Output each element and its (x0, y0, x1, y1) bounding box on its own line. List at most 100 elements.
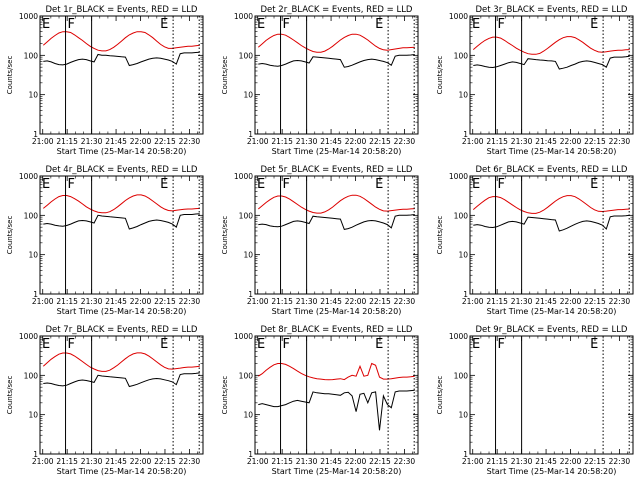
x-axis-label: Start Time (25-Mar-14 20:58:20) (487, 147, 617, 156)
panel-title: Det 9r_BLACK = Events, RED = LLD (476, 325, 628, 335)
detector-panel-5: Det 5r_BLACK = Events, RED = LLD Counts/s… (221, 165, 419, 316)
x-axis-label: Start Time (25-Mar-14 20:58:20) (487, 307, 617, 316)
x-tick-label: 21:15 (486, 137, 508, 146)
y-tick-label: 100 (24, 211, 39, 220)
x-axis-label: Start Time (25-Mar-14 20:58:20) (57, 467, 187, 476)
y-tick-label: 10 (28, 251, 38, 260)
y-tick-label: 1000 (449, 332, 468, 341)
x-tick-label: 22:30 (609, 457, 631, 466)
y-axis-label: Counts/sec (221, 216, 229, 255)
x-tick-label: 21:45 (320, 297, 342, 306)
series-line-lld (258, 362, 415, 381)
detector-panel-2: Det 2r_BLACK = Events, RED = LLD Counts/s… (221, 5, 419, 156)
x-tick-label: 22:15 (584, 137, 606, 146)
y-tick-label: 100 (24, 371, 39, 380)
x-axis-label: Start Time (25-Mar-14 20:58:20) (272, 467, 402, 476)
y-tick-label: 10 (28, 91, 38, 100)
y-tick-label: 1 (248, 130, 253, 139)
y-tick-label: 10 (28, 411, 38, 420)
marker-label: E (42, 17, 50, 32)
y-tick-label: 1 (463, 450, 468, 459)
series-line-events (473, 214, 630, 232)
y-tick-label: 100 (239, 51, 254, 60)
x-tick-label: 21:15 (56, 137, 78, 146)
x-tick-label: 21:15 (486, 297, 508, 306)
marker-label: F (67, 17, 74, 32)
panel-title: Det 3r_BLACK = Events, RED = LLD (476, 5, 628, 15)
y-tick-label: 100 (239, 211, 254, 220)
marker-label: E (160, 177, 168, 192)
x-tick-label: 21:30 (511, 457, 533, 466)
x-tick-label: 22:15 (154, 457, 176, 466)
marker-label: E (375, 17, 383, 32)
y-tick-label: 10 (458, 411, 468, 420)
y-tick-label: 1000 (234, 172, 253, 181)
x-axis-label: Start Time (25-Mar-14 20:58:20) (272, 307, 402, 316)
marker-label: F (497, 17, 504, 32)
y-tick-label: 10 (243, 251, 253, 260)
y-axis-label: Counts/sec (436, 216, 444, 255)
y-tick-label: 1 (248, 450, 253, 459)
plot-frame (39, 175, 204, 295)
x-tick-label: 21:00 (462, 137, 484, 146)
series-line-lld (257, 194, 415, 214)
marker-label: F (282, 17, 289, 32)
x-tick-label: 21:45 (105, 137, 127, 146)
marker-label: F (497, 337, 504, 352)
x-tick-label: 21:00 (32, 457, 54, 466)
y-tick-label: 10 (243, 91, 253, 100)
x-tick-label: 22:15 (584, 297, 606, 306)
x-tick-label: 21:00 (247, 137, 269, 146)
x-tick-label: 22:15 (584, 457, 606, 466)
y-tick-label: 100 (24, 51, 39, 60)
x-tick-label: 22:30 (394, 137, 416, 146)
x-tick-label: 21:30 (511, 137, 533, 146)
series-line-events (258, 214, 415, 230)
x-tick-label: 22:15 (369, 297, 391, 306)
detector-panel-3: Det 3r_BLACK = Events, RED = LLD Counts/s… (436, 5, 634, 156)
x-tick-label: 22:15 (369, 457, 391, 466)
plot-frame (254, 15, 419, 135)
marker-label: E (42, 177, 50, 192)
x-tick-label: 22:00 (560, 457, 582, 466)
x-tick-label: 21:30 (511, 297, 533, 306)
panel-title: Det 4r_BLACK = Events, RED = LLD (46, 165, 198, 175)
y-axis-label: Counts/sec (436, 376, 444, 415)
y-tick-label: 1 (248, 290, 253, 299)
x-tick-label: 21:45 (320, 457, 342, 466)
series-line-events (43, 372, 200, 388)
panel-title: Det 6r_BLACK = Events, RED = LLD (476, 165, 628, 175)
x-tick-label: 22:00 (130, 457, 152, 466)
marker-label: E (257, 17, 265, 32)
y-tick-label: 1 (33, 130, 38, 139)
detector-panel-8: Det 8r_BLACK = Events, RED = LLD Counts/s… (221, 325, 419, 476)
x-axis-label: Start Time (25-Mar-14 20:58:20) (57, 147, 187, 156)
y-tick-label: 1000 (19, 332, 38, 341)
series-line-lld (472, 195, 630, 214)
plot-frame (39, 335, 204, 455)
y-axis-label: Counts/sec (221, 376, 229, 415)
panel-title: Det 7r_BLACK = Events, RED = LLD (46, 325, 198, 335)
x-tick-label: 21:00 (247, 457, 269, 466)
x-axis-label: Start Time (25-Mar-14 20:58:20) (487, 467, 617, 476)
series-line-events (43, 213, 200, 230)
x-tick-label: 21:45 (320, 137, 342, 146)
marker-label: E (472, 177, 480, 192)
x-tick-label: 22:15 (154, 137, 176, 146)
y-tick-label: 1 (463, 290, 468, 299)
x-tick-label: 21:30 (81, 457, 103, 466)
x-tick-label: 21:30 (296, 297, 318, 306)
x-tick-label: 21:45 (105, 297, 127, 306)
x-tick-label: 22:30 (179, 137, 201, 146)
x-axis-label: Start Time (25-Mar-14 20:58:20) (57, 307, 187, 316)
panel-title: Det 2r_BLACK = Events, RED = LLD (261, 5, 413, 15)
y-tick-label: 10 (458, 251, 468, 260)
y-tick-label: 1000 (19, 172, 38, 181)
y-axis-label: Counts/sec (436, 56, 444, 95)
marker-label: E (375, 337, 383, 352)
y-tick-label: 10 (243, 411, 253, 420)
marker-label: F (67, 337, 74, 352)
x-tick-label: 21:45 (535, 457, 557, 466)
x-tick-label: 22:30 (394, 457, 416, 466)
